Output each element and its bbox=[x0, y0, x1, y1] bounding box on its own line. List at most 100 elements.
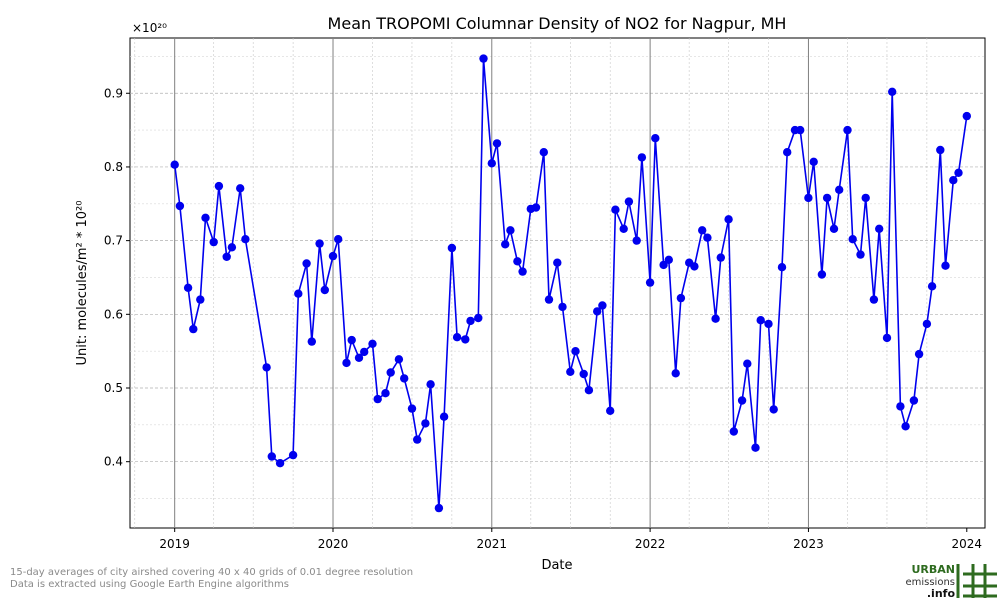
x-tick-label: 2022 bbox=[635, 537, 666, 551]
y-tick-label: 0.4 bbox=[104, 455, 123, 469]
data-point bbox=[703, 233, 712, 242]
x-axis-label: Date bbox=[541, 558, 572, 573]
data-point bbox=[342, 358, 351, 368]
data-point bbox=[690, 262, 699, 271]
data-point bbox=[479, 54, 488, 63]
data-point bbox=[632, 236, 641, 245]
data-point bbox=[275, 459, 285, 468]
data-point bbox=[571, 347, 580, 356]
data-point bbox=[743, 359, 752, 368]
data-point bbox=[222, 252, 231, 261]
data-point bbox=[624, 197, 634, 206]
data-point bbox=[954, 168, 963, 177]
y-tick-label: 0.5 bbox=[104, 381, 123, 395]
data-point bbox=[501, 240, 510, 249]
data-point bbox=[439, 412, 449, 421]
data-point bbox=[315, 239, 324, 248]
data-point bbox=[593, 307, 602, 316]
footnote-source: Data is extracted using Google Earth Eng… bbox=[10, 579, 289, 590]
data-point bbox=[764, 319, 773, 329]
data-point bbox=[936, 145, 945, 155]
data-point bbox=[698, 226, 707, 235]
series-line bbox=[173, 58, 968, 509]
data-point bbox=[637, 153, 647, 162]
x-tick-label: 2020 bbox=[318, 537, 349, 551]
data-point bbox=[492, 139, 502, 148]
data-point bbox=[922, 319, 932, 329]
data-point bbox=[328, 251, 338, 261]
data-point bbox=[651, 134, 660, 143]
data-point bbox=[619, 224, 628, 233]
data-point bbox=[896, 402, 905, 411]
data-point bbox=[426, 380, 435, 389]
data-point bbox=[804, 193, 813, 203]
logo-word-urban: URBAN bbox=[911, 563, 955, 576]
data-point bbox=[531, 203, 541, 212]
data-point bbox=[241, 235, 250, 244]
data-point bbox=[888, 87, 897, 97]
data-point bbox=[407, 404, 417, 413]
data-point bbox=[756, 316, 765, 325]
data-point bbox=[579, 369, 588, 379]
data-point bbox=[386, 368, 395, 377]
data-point bbox=[214, 181, 224, 191]
data-point bbox=[307, 337, 316, 346]
data-point bbox=[711, 314, 720, 323]
x-tick-label: 2024 bbox=[952, 537, 983, 551]
axes: 0.4 0.5 0.6 0.7 0.8 0.9 2019 2020 2021 2022 2023 20… bbox=[104, 86, 982, 551]
data-point bbox=[400, 374, 409, 383]
y-tick-label: 0.7 bbox=[104, 234, 123, 248]
logo-word-emissions: emissions bbox=[905, 577, 955, 588]
data-point bbox=[354, 353, 364, 362]
data-point bbox=[487, 159, 496, 168]
data-point bbox=[334, 235, 343, 244]
data-point bbox=[598, 301, 607, 310]
data-point bbox=[676, 293, 686, 303]
data-point bbox=[320, 285, 329, 295]
data-point bbox=[751, 443, 760, 452]
logo-word-info: .info bbox=[927, 587, 956, 600]
data-point bbox=[777, 263, 787, 272]
data-point bbox=[294, 289, 303, 298]
data-point bbox=[671, 369, 680, 378]
data-point bbox=[474, 313, 483, 323]
y-axis-multiplier: ×10²⁰ bbox=[132, 21, 167, 35]
data-point bbox=[360, 347, 369, 357]
data-point bbox=[729, 427, 738, 436]
data-point bbox=[262, 363, 271, 372]
data-point bbox=[901, 422, 910, 431]
data-point bbox=[949, 176, 958, 185]
y-axis-label: Unit: molecules/m² * 10²⁰ bbox=[75, 201, 90, 366]
y-tick-label: 0.6 bbox=[104, 307, 123, 321]
data-point bbox=[769, 405, 778, 414]
data-point bbox=[783, 148, 792, 157]
hash-grid-icon bbox=[956, 564, 997, 598]
data-point bbox=[909, 396, 919, 405]
data-point bbox=[447, 243, 457, 253]
data-point bbox=[843, 125, 852, 135]
data-point bbox=[882, 333, 892, 343]
data-point bbox=[421, 419, 430, 428]
data-point bbox=[822, 193, 832, 203]
y-tick-label: 0.9 bbox=[104, 86, 123, 100]
data-point bbox=[452, 333, 462, 342]
series-path bbox=[173, 58, 968, 509]
data-point bbox=[347, 335, 356, 345]
plot-area bbox=[129, 37, 986, 529]
data-point bbox=[566, 367, 575, 376]
data-point bbox=[553, 258, 562, 267]
chart-title: Mean TROPOMI Columnar Density of NO2 for… bbox=[328, 14, 787, 33]
data-point bbox=[869, 295, 879, 304]
data-point bbox=[796, 125, 805, 135]
data-point bbox=[645, 278, 655, 287]
data-point bbox=[434, 503, 444, 513]
data-point bbox=[659, 260, 668, 270]
data-point bbox=[835, 185, 844, 194]
data-point bbox=[875, 224, 884, 233]
data-point bbox=[724, 215, 733, 224]
data-point bbox=[817, 270, 827, 279]
data-point bbox=[856, 250, 865, 259]
x-tick-label: 2023 bbox=[793, 537, 824, 551]
data-point bbox=[302, 259, 311, 268]
data-point bbox=[664, 255, 673, 264]
